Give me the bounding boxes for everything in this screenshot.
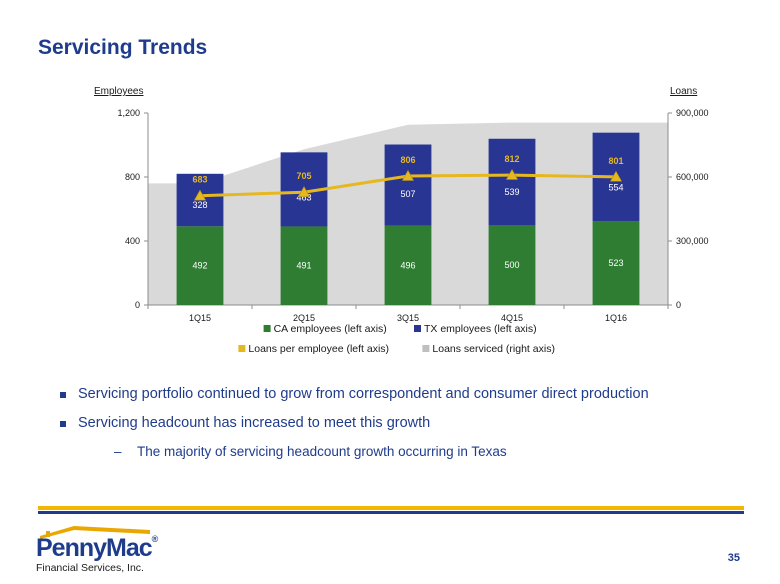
ca-bar [488,225,536,305]
ca-bar-label: 492 [192,261,207,271]
x-tick-label: 4Q15 [501,313,523,323]
loans-per-employee-marker [505,168,519,180]
ca-bar [176,226,224,305]
page-title: Servicing Trends [38,36,208,59]
bullet-item: Servicing portfolio continued to grow fr… [60,386,649,402]
footer-rule-gold [38,506,744,510]
ca-bar-label: 491 [296,261,311,271]
x-tick-label: 3Q15 [397,313,419,323]
tx-bar-label: 463 [296,193,311,203]
loans-per-employee-label: 812 [504,154,519,164]
ca-bar-label: 500 [504,260,519,270]
loans-per-employee-marker [401,169,415,181]
bullet-text: Servicing headcount has increased to mee… [78,415,431,431]
bullet-text: Servicing portfolio continued to grow fr… [78,386,649,402]
x-tick-label: 1Q15 [189,313,211,323]
left-axis-title: Employees [94,86,144,97]
loans-per-employee-marker [297,186,311,197]
tx-bar [384,144,432,226]
left-tick-label: 800 [125,172,140,182]
bullet-square-icon [60,392,66,398]
tx-bar [488,138,536,225]
legend-label: Loans serviced (right axis) [432,343,555,355]
ca-bar-label: 523 [608,258,623,268]
legend-swatch [238,345,246,352]
tx-bar-label: 328 [192,200,207,210]
legend-label: Loans per employee (left axis) [248,343,389,355]
bullet-list: Servicing portfolio continued to grow fr… [60,386,649,459]
loans-per-employee-label: 683 [192,175,207,185]
right-tick-label: 300,000 [676,236,709,246]
x-tick-label: 1Q16 [605,313,627,323]
company-logo: PennyMac® Financial Services, Inc. [30,520,158,576]
left-tick-label: 1,200 [117,108,140,118]
right-tick-label: 0 [676,300,681,310]
bullet-square-icon [60,421,66,427]
legend-label: TX employees (left axis) [424,323,537,335]
right-axis-title: Loans [670,86,698,97]
tx-bar-label: 507 [400,189,415,199]
loans-per-employee-label: 806 [400,155,415,165]
logo-subtitle: Financial Services, Inc. [36,562,144,574]
tx-bar-label: 539 [504,187,519,197]
bullet-item: Servicing headcount has increased to mee… [60,415,649,431]
sub-bullet-item: – The majority of servicing headcount gr… [60,444,649,459]
house-roof-icon [40,526,150,539]
loans-per-employee-marker [609,170,623,182]
tx-bar-label: 554 [608,182,623,192]
loans-per-employee-label: 801 [608,156,623,166]
loans-per-employee-label: 705 [296,171,311,181]
sub-bullet-text: The majority of servicing headcount grow… [137,444,507,459]
left-tick-label: 400 [125,236,140,246]
logo-wordmark: PennyMac® [36,534,158,562]
ca-bar [384,225,432,305]
x-tick-label: 2Q15 [293,313,315,323]
legend-label: CA employees (left axis) [274,323,387,335]
ca-bar [280,226,328,305]
servicing-trends-chart: 0 400 800 1,200 0 300,000 600,000 900,000 1Q15 2Q… [117,108,709,355]
loans-per-employee-marker [193,189,207,201]
footer-rule-blue [38,511,744,514]
page-number: 35 [727,552,740,564]
left-tick-label: 0 [135,300,140,310]
legend-swatch [422,345,430,352]
right-tick-label: 900,000 [676,108,709,118]
ca-bar-label: 496 [400,260,415,270]
legend-swatch [414,325,421,332]
legend-swatch [263,325,271,332]
sub-bullet-dash: – [114,444,122,459]
right-tick-label: 600,000 [676,172,709,182]
ca-bar [592,221,640,305]
